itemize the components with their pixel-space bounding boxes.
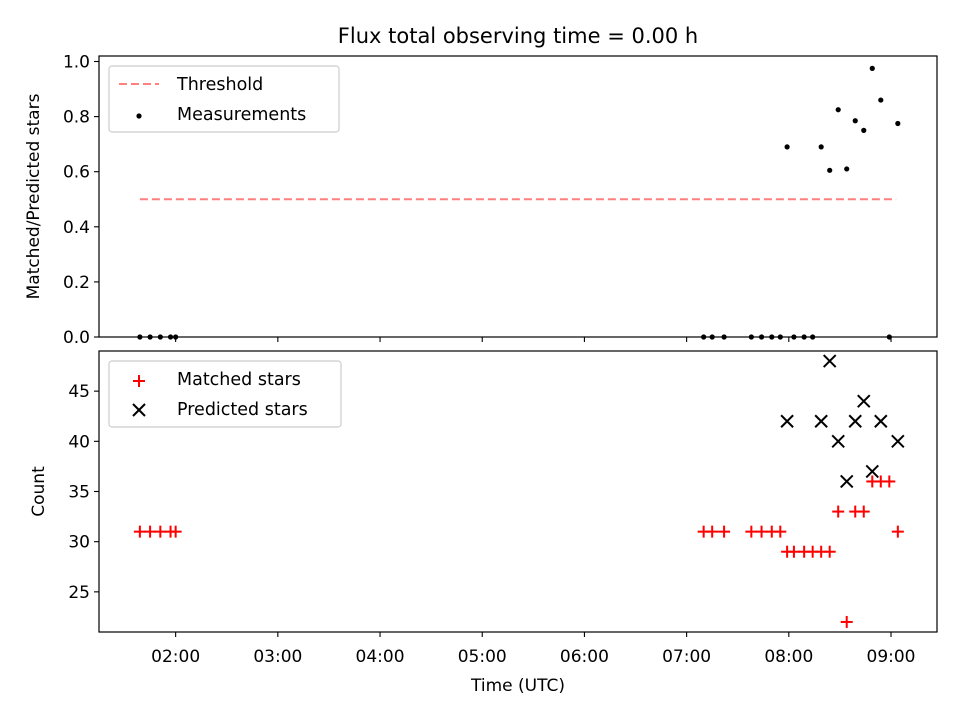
measurement-point [835,107,841,113]
x-tick-label: 06:00 [560,647,609,667]
predicted-star-stroke [865,464,879,479]
ratio-y-tick-label: 0.6 [63,163,90,183]
ratio-panel: 0.0 0.2 0.4 0.6 0.8 1.0 Matched/Predicted sta… [24,53,938,348]
predicted-star-stroke [831,434,845,449]
matched-star-point [169,525,182,538]
count-axes: 02:00 03:00 04:00 05:00 06:00 07:00 08:00 09:00… [68,382,915,667]
predicted-star-point [857,394,871,408]
count-y-tick-label: 35 [68,483,90,503]
x-tick-label: 09:00 [867,647,916,667]
ratio-plot-frame [98,55,938,338]
x-tick-label: 02:00 [151,647,200,667]
matched-star-point [755,525,768,538]
predicted-star-point [822,354,837,368]
matched-star-point [840,615,853,628]
count-panel: 02:00 03:00 04:00 05:00 06:00 07:00 08:00 09:00… [29,350,938,696]
ratio-legend-box [108,65,340,133]
matched-star-point [774,525,787,538]
ratio-legend: Threshold Measurements [108,65,340,133]
count-y-tick-label: 30 [68,533,90,553]
measurement-point [784,144,790,150]
measurement-point [844,166,850,172]
measurement-point [895,120,901,127]
measurement-point [861,127,867,133]
x-tick-label: 05:00 [458,647,507,667]
matched-star-point [144,525,157,538]
count-y-tick-label: 45 [68,382,90,402]
measurement-point [827,167,833,173]
predicted-star-stroke [891,434,905,449]
matched-star-point [891,525,904,538]
ratio-y-axis-label: Matched/Predicted stars [24,93,44,299]
ratio-y-tick-label: 0.0 [63,328,90,348]
measurements-legend-swatch [136,113,142,119]
predicted-star-point [865,464,879,479]
x-tick-label: 08:00 [764,647,813,667]
predicted-star-point [780,414,794,428]
x-tick-label: 04:00 [356,647,405,667]
matched-star-point [832,505,845,518]
x-tick-label: 03:00 [253,647,302,667]
count-legend: Matched stars Predicted stars [108,360,342,428]
matched-star-point [133,525,146,538]
predicted-star-stroke [840,474,854,489]
predicted-star-point [874,414,888,428]
matched-star-point [718,525,731,538]
matched-star-point [745,525,758,538]
matched-legend-swatch [133,375,145,387]
measurement-point [818,144,824,150]
matched-star-point [706,525,719,538]
threshold-legend-label: Threshold [176,75,263,95]
count-plot-frame [98,350,938,633]
predicted-star-stroke [780,414,794,428]
ratio-axes: 0.0 0.2 0.4 0.6 0.8 1.0 [63,53,892,348]
matched-star-point [154,525,167,538]
measurement-point [869,65,875,71]
matched-star-point [787,545,800,558]
ratio-y-tick-label: 1.0 [63,53,90,73]
count-legend-box [108,360,342,428]
predicted-star-point [848,414,862,428]
measurement-point [878,97,884,103]
predicted-star-point [840,474,854,489]
matched-star-point [823,545,836,558]
count-y-tick-label: 40 [68,432,90,452]
matched-star-point [857,505,870,518]
predicted-legend-label: Predicted stars [177,400,308,420]
count-y-tick-label: 25 [68,583,90,603]
ratio-y-tick-label: 0.4 [63,218,90,238]
predicted-star-point [831,434,845,449]
predicted-legend-swatch [132,403,146,417]
measurements-legend-label: Measurements [177,105,306,125]
matched-legend-label: Matched stars [177,370,301,390]
predicted-star-stroke [848,414,862,428]
predicted-star-point [891,434,905,449]
ratio-y-tick-label: 0.8 [63,108,90,128]
x-axis-label: Time (UTC) [470,676,565,696]
predicted-star-stroke [874,414,888,428]
predicted-star-point [814,414,828,428]
predicted-star-stroke [814,414,828,428]
x-tick-label: 07:00 [662,647,711,667]
measurement-point [852,118,858,124]
count-marks [133,354,905,628]
matched-star-point [883,475,896,488]
chart-title: Flux total observing time = 0.00 h [338,24,698,48]
predicted-star-stroke [857,394,871,408]
count-y-axis-label: Count [29,466,49,517]
predicted-star-stroke [822,354,837,368]
ratio-y-tick-label: 0.2 [63,273,90,293]
